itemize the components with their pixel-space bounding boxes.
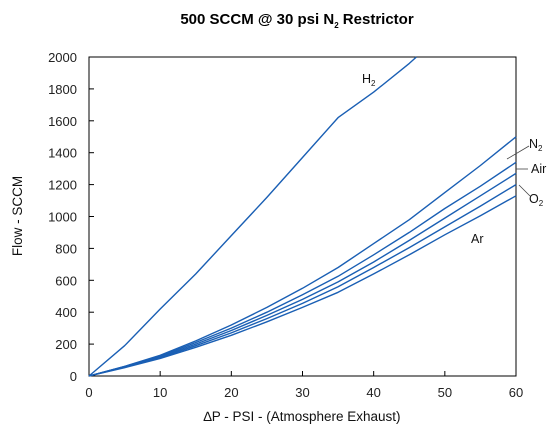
- y-tick-label: 1000: [48, 210, 77, 225]
- series-line-ar-5: [88, 195, 517, 377]
- y-tick-label: 0: [70, 369, 77, 384]
- series-line-o2-3: [88, 172, 517, 377]
- series-label-n2: N2: [529, 137, 543, 153]
- series-label-o2: O2: [529, 192, 544, 208]
- x-tick-label: 30: [295, 385, 309, 400]
- y-tick-label: 600: [55, 273, 77, 288]
- series-line-n2-1: [88, 136, 517, 377]
- series-lines: [88, 56, 517, 377]
- y-tick-label: 2000: [48, 50, 77, 65]
- chart-title: 500 SCCM @ 30 psi N2 Restrictor: [180, 11, 413, 30]
- n2-leader-line: [506, 145, 530, 160]
- x-tick-label: 50: [438, 385, 452, 400]
- o2-leader-line: [518, 184, 531, 197]
- x-tick-label: 40: [366, 385, 380, 400]
- series-line-unlabeled-4: [88, 184, 517, 377]
- y-tick-label: 800: [55, 241, 77, 256]
- y-axis: 0 200 400 600 800 1000 1200 1400 1600 1800 2000: [48, 50, 94, 384]
- y-tick-label: 400: [55, 305, 77, 320]
- plot-frame: [88, 56, 517, 377]
- x-axis: 0 10 20 30 40 50 60: [85, 371, 523, 400]
- y-tick-label: 1800: [48, 82, 77, 97]
- series-label-air: Air: [531, 162, 546, 176]
- series-line-air-2: [88, 161, 517, 377]
- x-tick-label: 10: [153, 385, 167, 400]
- x-axis-title: ∆P - PSI - (Atmosphere Exhaust): [203, 409, 400, 424]
- series-line-h2-0: [88, 56, 417, 377]
- y-axis-title: Flow - SCCM: [10, 176, 25, 256]
- x-tick-label: 0: [85, 385, 92, 400]
- y-tick-label: 1600: [48, 114, 77, 129]
- y-tick-label: 1400: [48, 146, 77, 161]
- series-label-h2: H2: [362, 72, 376, 88]
- x-tick-label: 20: [224, 385, 238, 400]
- x-tick-label: 60: [509, 385, 523, 400]
- y-tick-label: 200: [55, 337, 77, 352]
- series-label-ar: Ar: [471, 232, 484, 246]
- y-tick-label: 1200: [48, 178, 77, 193]
